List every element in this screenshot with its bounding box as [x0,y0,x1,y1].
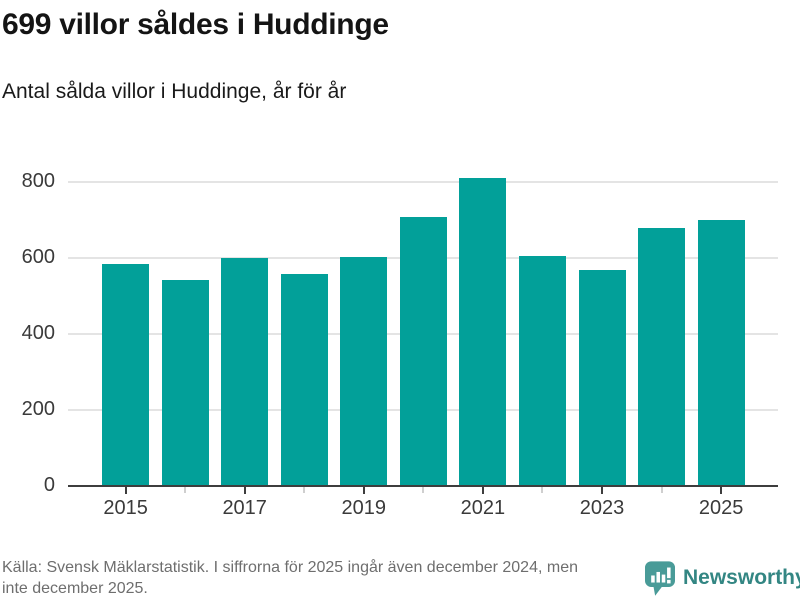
x-axis-tick [362,487,365,494]
bar-2022 [518,256,566,486]
x-axis-tick [720,487,723,494]
x-axis-tick-label: 2025 [698,497,744,519]
x-axis-tick [481,487,484,494]
source-note: Källa: Svensk Mäklarstatistik. I siffror… [2,559,578,597]
x-axis-tick-label: 2021 [460,497,506,519]
bar-2020 [399,216,447,486]
bar-2015 [102,263,150,486]
page-title: 699 villor såldes i Huddinge [2,8,389,41]
bar-2025 [697,220,745,486]
bar-2023 [578,270,626,486]
chart-subtitle: Antal sålda villor i Huddinge, år för år [2,80,347,103]
bar-2017 [221,258,269,486]
y-axis-tick-label: 0 [43,474,55,496]
newsworthy-logo: Newsworthy [645,560,800,598]
y-gridline [68,181,778,183]
x-axis-tick [303,487,306,493]
bar-chart: 0 200 400 600 800 2015 2017 2019 2021 2023 2025 [21,170,778,519]
x-axis-tick [601,487,603,494]
y-axis-tick-label: 200 [21,398,55,420]
y-axis-tick-label: 400 [21,322,55,344]
x-axis-tick-label: 2015 [103,497,148,519]
x-axis-tick-label: 2017 [222,497,267,519]
y-axis-tick-label: 800 [21,170,55,192]
x-axis-line [68,485,778,487]
bar-2019 [340,256,388,486]
x-axis-tick-label: 2019 [341,497,387,519]
bar-2016 [161,279,209,486]
brand-name: Newsworthy [683,566,800,589]
x-axis-tick [541,487,544,493]
x-axis-tick [184,487,187,493]
newsworthy-bubble-chart-icon [645,561,675,596]
x-axis-tick-label: 2023 [579,497,625,519]
bar-2018 [280,273,328,486]
bar-2021 [459,178,507,486]
x-axis-tick [660,487,663,493]
x-axis-tick [124,487,127,494]
x-axis-tick [243,487,246,494]
bar-2024 [638,227,686,486]
x-axis-tick [422,487,425,493]
y-axis-tick-label: 600 [21,246,55,268]
